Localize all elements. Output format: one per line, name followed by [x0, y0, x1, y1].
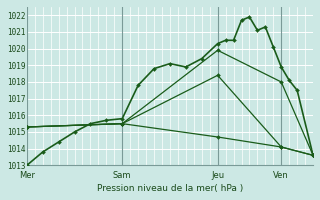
X-axis label: Pression niveau de la mer( hPa ): Pression niveau de la mer( hPa ) [97, 184, 243, 193]
